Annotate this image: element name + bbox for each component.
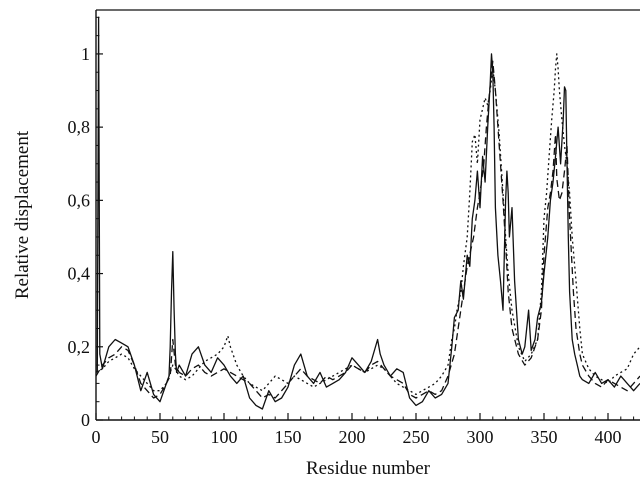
x-tick-label: 250 — [403, 427, 430, 447]
y-tick-label: 0,2 — [68, 337, 91, 357]
x-tick-label: 200 — [339, 427, 366, 447]
x-tick-label: 350 — [531, 427, 558, 447]
x-axis-title: Residue number — [306, 458, 431, 479]
x-tick-label: 50 — [151, 427, 169, 447]
y-axis-ticks: 0 0,2 0,4 0,6 0,8 1 — [68, 16, 103, 430]
x-axis-ticks: 0 50 100 150 200 250 300 350 400 — [92, 413, 635, 447]
series-line-dotted — [96, 53, 640, 396]
plot-frame — [95, 9, 640, 421]
x-tick-label: 100 — [211, 427, 238, 447]
series-line-dashed — [96, 60, 640, 399]
y-tick-label: 0,6 — [68, 190, 91, 210]
x-tick-label: 150 — [275, 427, 302, 447]
y-tick-label: 1 — [81, 44, 90, 64]
y-tick-label: 0,4 — [68, 264, 91, 284]
y-tick-label: 0,8 — [68, 117, 91, 137]
series-layer — [96, 16, 640, 410]
y-tick-label: 0 — [81, 410, 90, 430]
x-tick-label: 0 — [92, 427, 101, 447]
x-tick-label: 300 — [467, 427, 494, 447]
x-tick-label: 400 — [595, 427, 622, 447]
series-line-solid — [96, 16, 640, 410]
y-axis-title: Relative displacement — [12, 130, 33, 299]
